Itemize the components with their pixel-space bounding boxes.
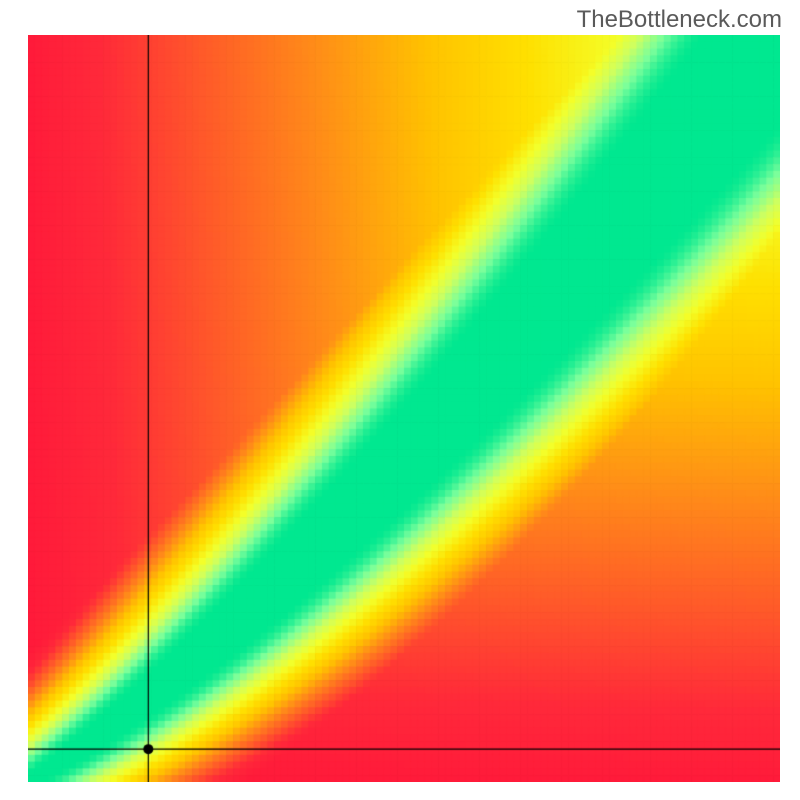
watermark-text: TheBottleneck.com bbox=[577, 6, 782, 34]
plot-frame bbox=[28, 35, 780, 782]
bottleneck-heatmap bbox=[28, 35, 780, 782]
